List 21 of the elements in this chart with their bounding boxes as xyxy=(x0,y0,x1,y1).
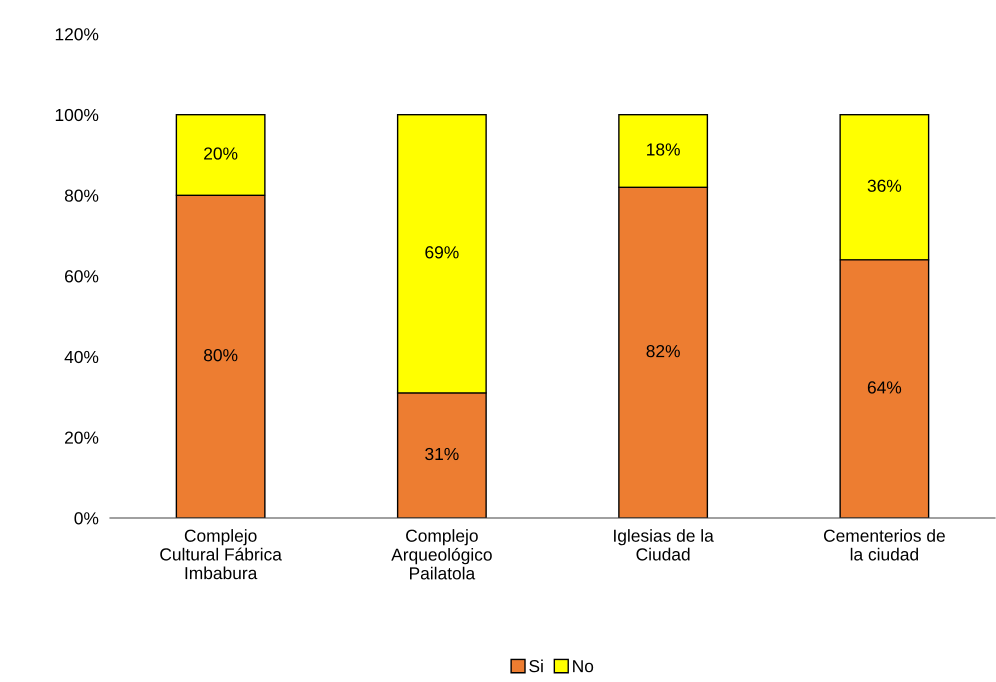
data-label: 82% xyxy=(646,345,680,358)
data-label: 31% xyxy=(425,448,459,460)
y-tick-label: 40% xyxy=(64,350,98,364)
legend-label: No xyxy=(573,660,594,672)
data-label: 18% xyxy=(647,143,680,156)
data-label: 69% xyxy=(425,246,459,258)
y-tick-label: 80% xyxy=(64,190,98,202)
x-tick-label: Iglesias de la Ciudad xyxy=(614,529,714,561)
x-tick-label: Cementerios de la ciudad xyxy=(824,529,945,561)
data-label: 36% xyxy=(868,180,902,192)
x-tick-label: Complejo Arqueológico Pailatola xyxy=(391,529,492,580)
x-tick-label: Complejo Cultural Fábrica Imbabura xyxy=(160,529,282,580)
data-label: 64% xyxy=(868,381,902,394)
y-tick-label: 100% xyxy=(56,108,98,122)
y-tick-label: 60% xyxy=(65,270,98,282)
data-label: 80% xyxy=(204,349,238,362)
legend-label: Si xyxy=(529,660,543,672)
y-tick-label: 0% xyxy=(74,512,98,524)
y-tick-label: 20% xyxy=(65,432,98,444)
y-tick-label: 120% xyxy=(56,28,98,40)
data-label: 20% xyxy=(204,147,238,160)
